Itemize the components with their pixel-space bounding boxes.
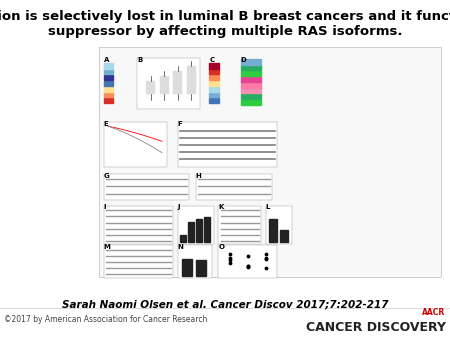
Bar [241, 82, 261, 88]
Text: ©2017 by American Association for Cancer Research: ©2017 by American Association for Cancer… [4, 315, 208, 324]
Point [262, 265, 269, 271]
Bar [187, 66, 196, 94]
Point [226, 255, 233, 260]
Text: M: M [104, 244, 110, 250]
FancyBboxPatch shape [178, 245, 211, 277]
Bar [146, 81, 155, 94]
Point [244, 263, 251, 269]
Text: A: A [104, 56, 109, 63]
Point [226, 257, 233, 262]
Point [226, 260, 233, 266]
Bar [209, 75, 219, 80]
FancyBboxPatch shape [218, 245, 277, 277]
Point [244, 265, 251, 270]
Bar [241, 65, 261, 70]
Text: N: N [178, 244, 184, 250]
Bar [209, 81, 219, 86]
FancyBboxPatch shape [137, 58, 200, 109]
Point [262, 251, 269, 257]
Text: K: K [218, 204, 224, 210]
Bar [104, 92, 113, 97]
Bar [160, 76, 169, 94]
FancyBboxPatch shape [178, 206, 214, 244]
Text: AACR: AACR [422, 308, 446, 317]
Bar [173, 71, 182, 94]
Bar [104, 87, 113, 92]
Bar [241, 71, 261, 76]
Bar [241, 94, 261, 99]
Bar [209, 92, 219, 97]
Bar [104, 69, 113, 74]
Bar [241, 88, 261, 93]
Bar [209, 69, 219, 74]
Text: I: I [104, 204, 106, 210]
FancyBboxPatch shape [99, 47, 441, 277]
Bar [241, 59, 261, 65]
Text: Sarah Naomi Olsen et al. Cancer Discov 2017;7:202-217: Sarah Naomi Olsen et al. Cancer Discov 2… [62, 299, 388, 309]
Text: H: H [196, 173, 202, 178]
Text: J: J [178, 204, 180, 210]
Text: C: C [209, 56, 214, 63]
Text: E: E [104, 121, 108, 127]
Point [262, 255, 269, 261]
FancyBboxPatch shape [178, 122, 277, 167]
FancyBboxPatch shape [196, 173, 272, 200]
Point [244, 263, 251, 269]
Text: F: F [178, 121, 183, 127]
Text: CANCER DISCOVERY: CANCER DISCOVERY [306, 321, 446, 334]
Text: D: D [241, 56, 247, 63]
Bar [241, 77, 261, 82]
FancyBboxPatch shape [266, 206, 292, 244]
Point [262, 257, 269, 262]
Bar [104, 98, 113, 103]
Text: L: L [266, 204, 270, 210]
Text: O: O [218, 244, 224, 250]
Bar [204, 217, 210, 242]
Text: B: B [137, 56, 143, 63]
Bar [269, 219, 277, 242]
Point [244, 253, 251, 258]
Bar [196, 219, 202, 242]
Bar [104, 75, 113, 80]
FancyBboxPatch shape [104, 173, 189, 200]
FancyBboxPatch shape [104, 245, 173, 277]
Bar [209, 87, 219, 92]
FancyBboxPatch shape [218, 206, 261, 244]
Bar [241, 100, 261, 105]
FancyBboxPatch shape [104, 122, 166, 167]
Bar [104, 81, 113, 86]
FancyBboxPatch shape [104, 206, 173, 244]
Bar [188, 222, 194, 242]
Bar [209, 98, 219, 103]
Bar [280, 230, 288, 242]
Text: G: G [104, 173, 109, 178]
Bar [180, 235, 186, 242]
Point [226, 251, 233, 257]
Bar [104, 64, 113, 69]
Bar [209, 64, 219, 69]
Bar [196, 261, 206, 276]
Bar [182, 259, 192, 276]
Text: DAB2IP expression is selectively lost in luminal B breast cancers and it functio: DAB2IP expression is selectively lost in… [0, 10, 450, 38]
